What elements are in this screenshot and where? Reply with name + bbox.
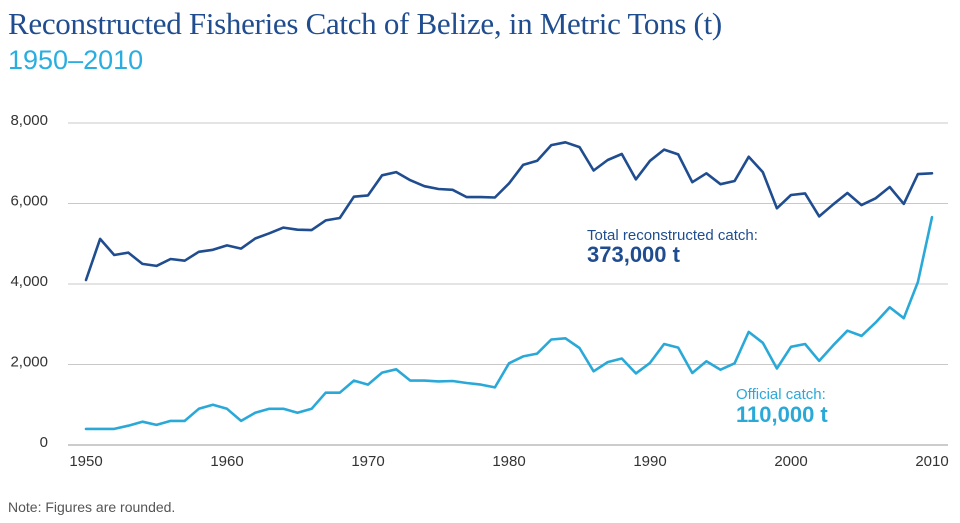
series-annotation-label: Total reconstructed catch: <box>587 227 758 244</box>
y-tick-label: 8,000 <box>10 112 48 129</box>
x-tick-label: 2000 <box>774 453 807 470</box>
series-annotation-value: 373,000 t <box>587 242 681 267</box>
series-line-total <box>84 141 934 282</box>
x-tick-label: 1970 <box>351 453 384 470</box>
x-tick-label: 1950 <box>69 453 102 470</box>
x-tick-label: 2010 <box>915 453 948 470</box>
series-annotation-value: 110,000 t <box>736 402 828 427</box>
y-tick-label: 2,000 <box>10 353 48 370</box>
series-line-official <box>84 215 934 431</box>
series-annotation-label: Official catch: <box>736 386 826 403</box>
x-tick-label: 1990 <box>633 453 666 470</box>
y-tick-label: 0 <box>40 434 48 451</box>
y-tick-label: 6,000 <box>10 192 48 209</box>
x-tick-label: 1980 <box>492 453 525 470</box>
y-tick-label: 4,000 <box>10 273 48 290</box>
chart-title: Reconstructed Fisheries Catch of Belize,… <box>8 6 722 41</box>
x-tick-label: 1960 <box>210 453 243 470</box>
chart-note: Note: Figures are rounded. <box>8 499 176 515</box>
chart-subtitle: 1950–2010 <box>8 45 144 75</box>
